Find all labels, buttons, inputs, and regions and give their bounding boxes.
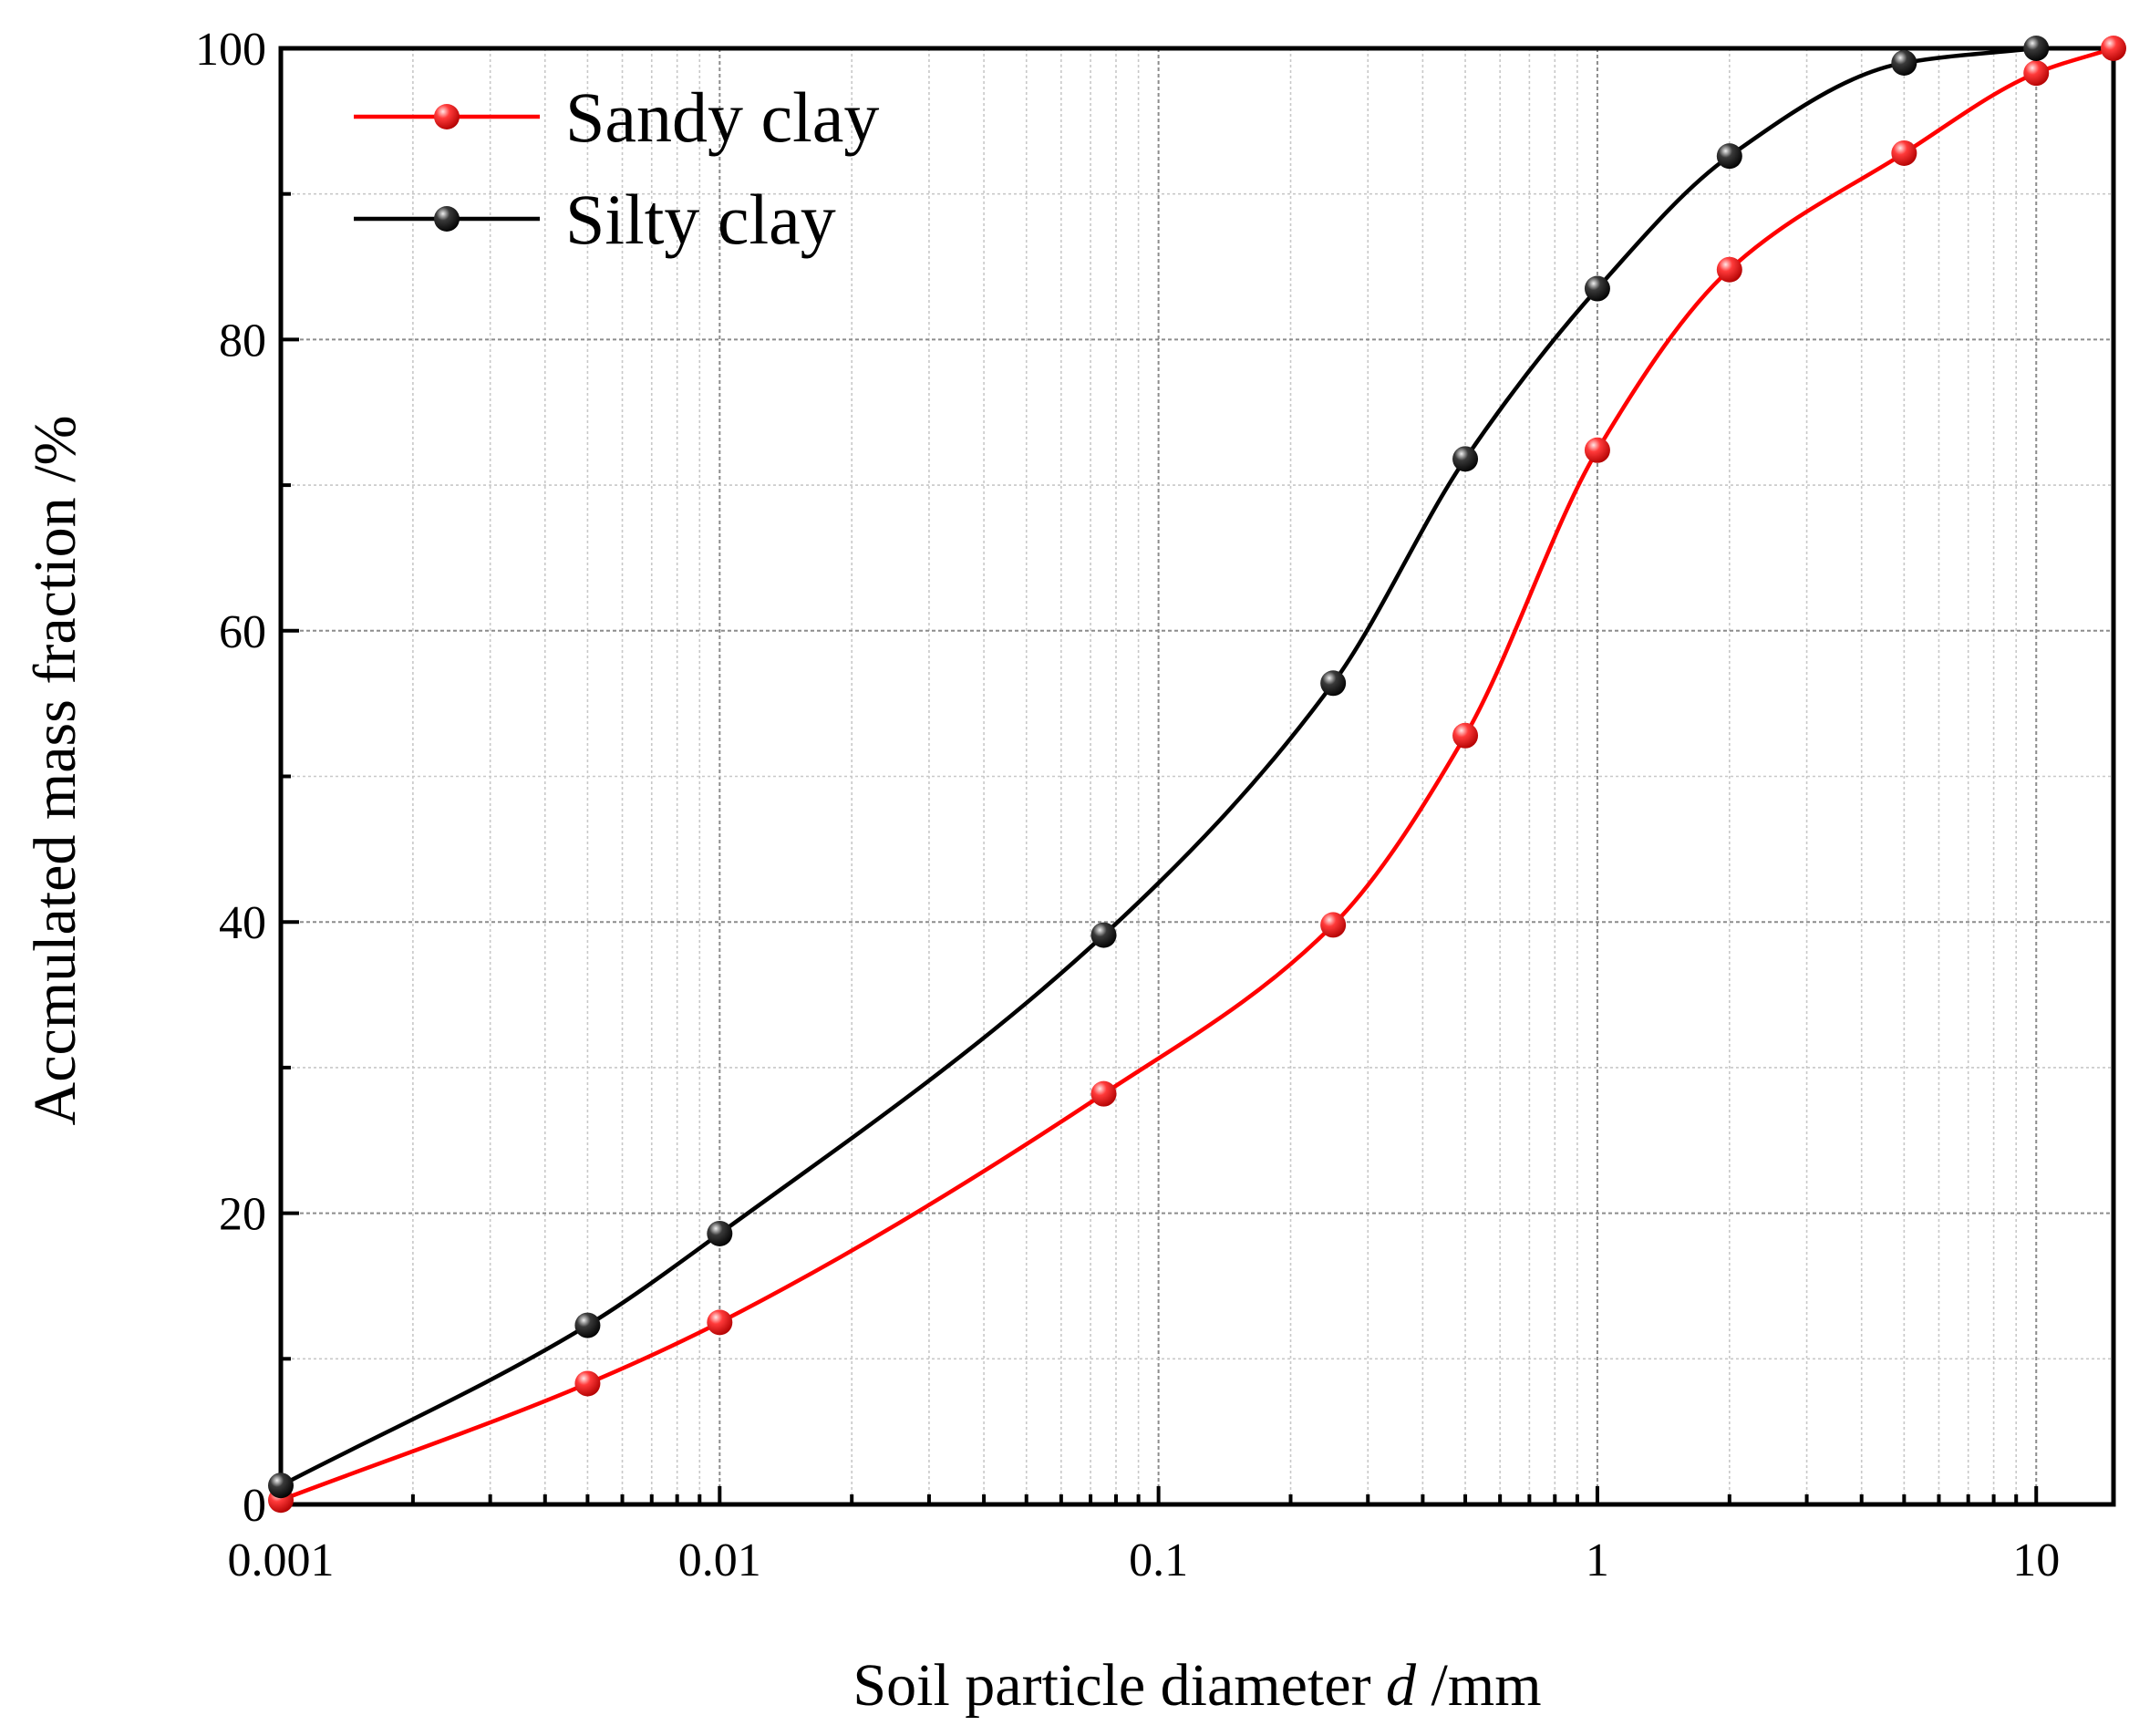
legend: Sandy clay Silty clay	[354, 78, 879, 259]
sandy-clay-curve	[280, 46, 2114, 1503]
legend-sandy-clay-marker	[434, 104, 460, 129]
sandy-clay-marker	[1716, 256, 1742, 283]
y-tick-label: 0	[243, 1480, 266, 1532]
data-markers	[268, 36, 2126, 1514]
grid-lines	[281, 48, 2113, 1504]
y-tick-label: 20	[219, 1189, 266, 1241]
silty-clay-marker	[2023, 36, 2050, 61]
y-tick-label: 100	[195, 24, 266, 76]
y-axis-title: Accmulated mass fraction /%	[22, 416, 88, 1126]
x-axis-title: Soil particle diameter d /mm	[853, 1652, 1541, 1719]
y-tick-label: 40	[219, 897, 266, 949]
sandy-clay-marker	[2023, 60, 2050, 87]
legend-sandy-clay-label: Sandy clay	[565, 78, 879, 157]
silty-clay-marker	[268, 1472, 294, 1499]
x-tick-label: 0.1	[1129, 1534, 1188, 1586]
y-tick-label: 80	[219, 315, 266, 367]
silty-clay-marker	[1891, 49, 1917, 76]
x-tick-label: 10	[2012, 1534, 2060, 1586]
y-tick-label: 60	[219, 606, 266, 658]
sandy-clay-marker	[1584, 437, 1610, 463]
silty-clay-marker	[574, 1312, 601, 1338]
sandy-clay-marker	[707, 1309, 733, 1336]
sandy-clay-marker	[1090, 1080, 1117, 1107]
x-tick-label: 0.01	[678, 1534, 761, 1586]
silty-clay-marker	[1716, 143, 1742, 170]
sandy-clay-marker	[574, 1370, 601, 1397]
sandy-clay-marker	[2101, 36, 2126, 61]
series-curves	[279, 46, 2114, 1503]
silty-clay-marker	[1584, 275, 1610, 302]
x-tick-label: 1	[1586, 1534, 1609, 1586]
legend-silty-clay-marker	[434, 206, 460, 232]
sandy-clay-marker	[1452, 722, 1479, 749]
x-tick-label: 0.001	[228, 1534, 335, 1586]
silty-clay-marker	[1452, 446, 1479, 472]
silty-clay-marker	[1320, 670, 1347, 697]
legend-silty-clay-label: Silty clay	[565, 180, 836, 259]
silty-clay-marker	[707, 1220, 733, 1246]
axis-ticks	[279, 46, 2039, 1506]
silty-clay-marker	[1090, 922, 1117, 948]
sandy-clay-marker	[1891, 140, 1917, 166]
sandy-clay-marker	[1320, 912, 1347, 938]
